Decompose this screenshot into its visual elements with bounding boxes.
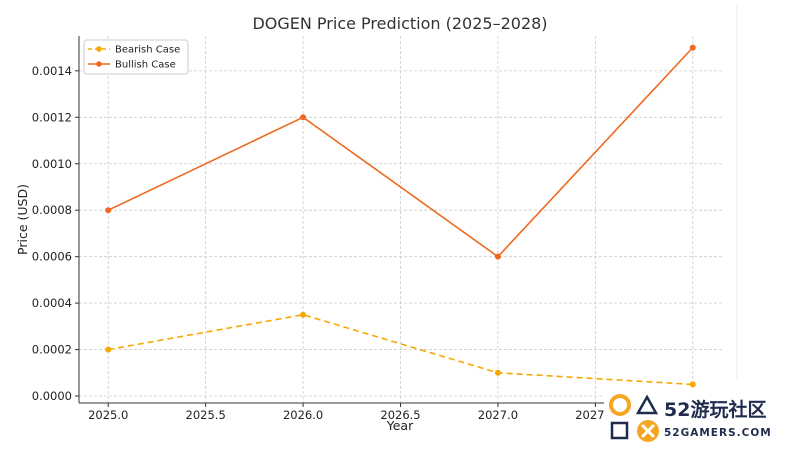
legend: Bearish Case Bullish Case [83, 39, 189, 75]
y-tick-label: 0.0002 [32, 343, 72, 357]
x-tick-label: 2025.5 [186, 408, 226, 422]
y-tick-label: 0.0000 [32, 389, 72, 403]
y-tick-label: 0.0008 [32, 203, 72, 217]
circle-icon [609, 394, 631, 416]
x-tick-label: 2027.0 [478, 408, 518, 422]
legend-label: Bearish Case [115, 45, 180, 56]
data-point [300, 114, 307, 121]
chart-title: DOGEN Price Prediction (2025–2028) [252, 14, 547, 33]
triangle-icon [635, 394, 659, 415]
watermark: 52游玩社区 52GAMERS.COM [604, 388, 785, 450]
data-point [105, 346, 112, 353]
x-tick-label: 2026.0 [283, 408, 323, 422]
legend-label: Bullish Case [115, 60, 176, 71]
legend-swatch-marker [96, 61, 102, 67]
watermark-logo: 52游玩社区 52GAMERS.COM [604, 388, 785, 450]
series-line-1 [107, 47, 694, 258]
square-icon [610, 421, 629, 440]
x-tick-label: 2026.5 [380, 408, 420, 422]
data-point [494, 369, 501, 376]
cross-icon [641, 424, 655, 438]
data-point [689, 381, 696, 388]
x-tick-label: 2025.0 [88, 408, 128, 422]
data-point [494, 253, 501, 260]
y-tick-label: 0.0014 [32, 64, 72, 78]
y-tick-label: 0.0012 [32, 110, 72, 124]
y-tick-label: 0.0004 [32, 296, 72, 310]
legend-swatch-marker [96, 46, 102, 52]
watermark-brand: 52游玩社区 [664, 398, 766, 421]
y-tick-label: 0.0010 [32, 157, 72, 171]
y-axis-label: Price (USD) [15, 184, 30, 255]
y-tick-label: 0.0006 [32, 250, 72, 264]
x-axis-label: Year [386, 418, 414, 433]
data-point [300, 311, 307, 318]
data-point [689, 44, 696, 51]
watermark-site: 52GAMERS.COM [664, 427, 772, 439]
data-point [105, 207, 112, 214]
